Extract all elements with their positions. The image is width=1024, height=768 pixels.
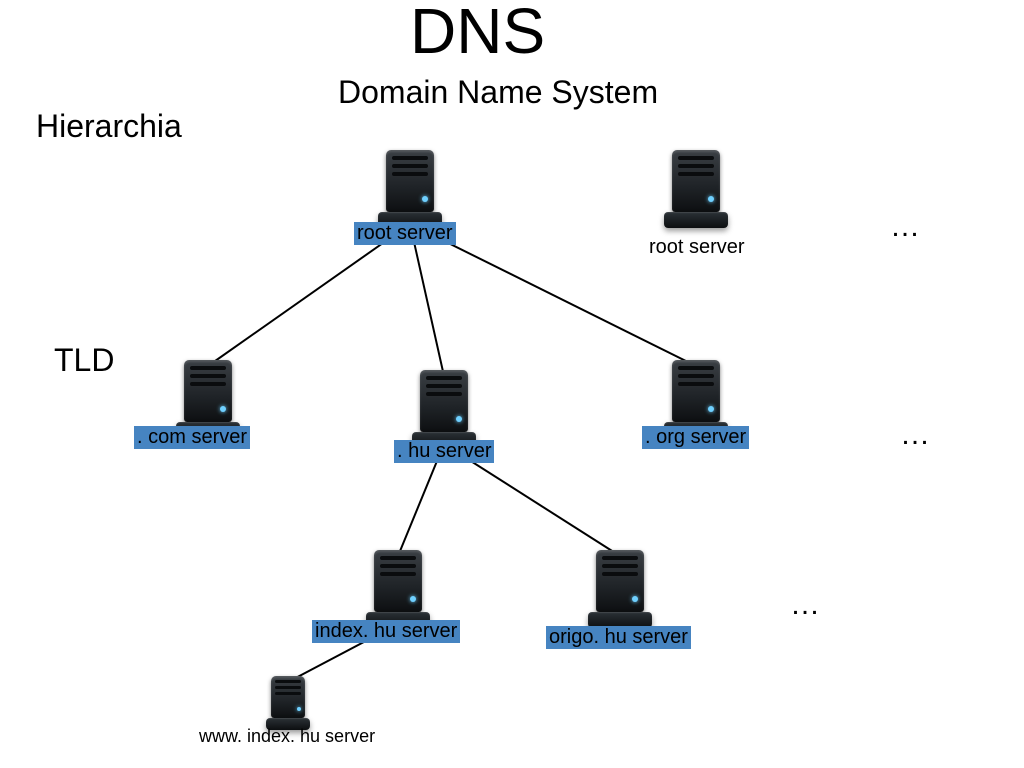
edge-root1-com	[208, 224, 410, 366]
ellipsis-2: …	[790, 588, 820, 622]
server-icon	[412, 370, 476, 448]
server-node-root2: root server	[664, 150, 728, 228]
ellipsis-0: …	[890, 210, 920, 244]
server-label-root1: root server	[354, 222, 456, 245]
server-node-org: . org server	[664, 360, 728, 438]
server-node-index: index. hu server	[366, 550, 430, 628]
server-label-hu: . hu server	[394, 440, 494, 463]
server-node-www: www. index. hu server	[266, 676, 310, 730]
server-icon	[588, 550, 652, 628]
section-hierarchia: Hierarchia	[36, 108, 182, 145]
page-title: DNS	[410, 0, 545, 68]
server-icon	[366, 550, 430, 628]
server-icon	[378, 150, 442, 228]
server-node-root1: root server	[378, 150, 442, 228]
server-icon	[664, 150, 728, 228]
server-node-origo: origo. hu server	[588, 550, 652, 628]
server-label-www: www. index. hu server	[196, 726, 378, 747]
page-subtitle: Domain Name System	[338, 74, 658, 111]
server-icon	[266, 676, 310, 730]
server-node-hu: . hu server	[412, 370, 476, 448]
server-label-com: . com server	[134, 426, 250, 449]
ellipsis-1: …	[900, 418, 930, 452]
server-node-com: . com server	[176, 360, 240, 438]
section-tld: TLD	[54, 342, 114, 379]
server-label-org: . org server	[642, 426, 749, 449]
edge-root1-hu	[410, 224, 444, 376]
server-label-origo: origo. hu server	[546, 626, 691, 649]
server-label-root2: root server	[646, 236, 748, 259]
server-label-index: index. hu server	[312, 620, 460, 643]
